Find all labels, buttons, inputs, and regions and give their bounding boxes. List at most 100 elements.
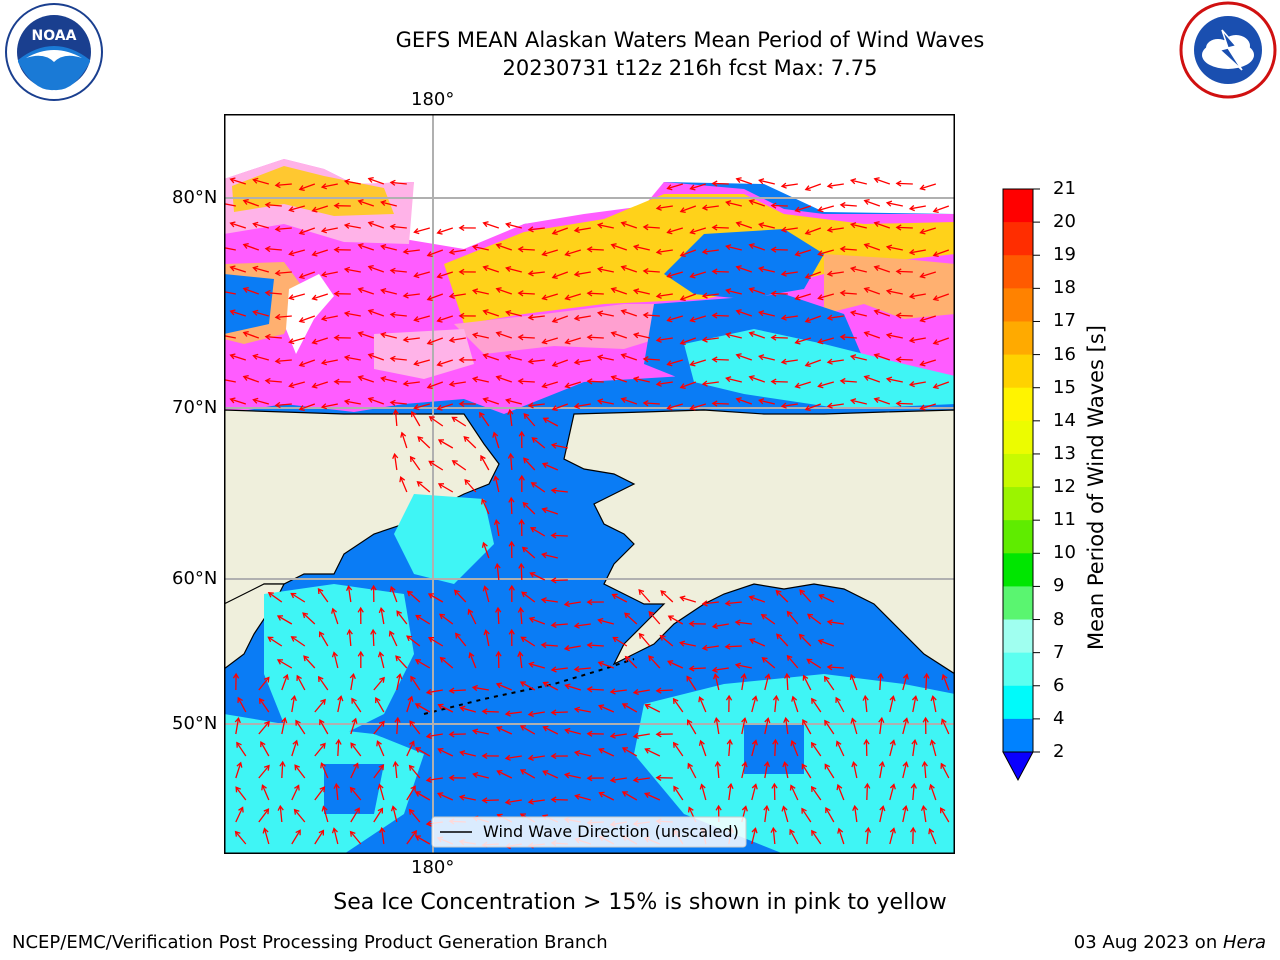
wave-arrow: [702, 249, 719, 253]
wave-arrow-head: [620, 353, 627, 359]
wave-arrow-head: [229, 353, 236, 360]
wave-arrow-head: [727, 782, 734, 789]
colorbar-segment: [1003, 288, 1033, 322]
wave-arrow: [289, 249, 305, 255]
wave-arrow-head: [294, 764, 300, 771]
footer-host: Hera: [1222, 932, 1266, 953]
wave-arrow-head: [811, 697, 817, 704]
wave-arrow-head: [711, 400, 718, 407]
wave-arrow: [509, 453, 513, 471]
wave-arrow: [587, 380, 604, 383]
colorbar-segment: [1003, 387, 1033, 422]
wave-arrow: [428, 593, 444, 603]
wave-arrow: [574, 708, 591, 713]
wave-arrow: [611, 288, 628, 295]
wave-arrow: [840, 292, 857, 295]
wave-arrow: [940, 807, 950, 823]
wave-arrow: [902, 762, 908, 779]
wave-arrow-head: [236, 741, 242, 748]
wave-arrow-head: [689, 272, 696, 279]
wave-arrow: [702, 337, 719, 341]
wave-arrow-head: [331, 607, 338, 614]
wave-arrow: [321, 359, 338, 364]
wave-arrow: [378, 784, 385, 801]
wave-arrow: [565, 337, 582, 344]
wave-arrow: [253, 179, 269, 185]
wave-arrow-head: [550, 577, 557, 584]
wave-arrow: [759, 399, 775, 405]
wave-arrow: [437, 792, 454, 801]
colorbar-tick-label: 12: [1053, 476, 1076, 498]
wave-arrow-head: [392, 452, 399, 459]
wave-arrow: [827, 227, 844, 231]
wave-arrow: [612, 594, 628, 603]
wave-arrow-head: [711, 623, 718, 630]
wave-arrow-head: [804, 361, 811, 368]
wave-arrow-head: [770, 246, 777, 253]
wave-arrow: [866, 783, 869, 801]
wave-arrow-head: [873, 265, 880, 272]
wave-arrow-head: [298, 273, 305, 280]
wave-arrow-head: [349, 786, 356, 793]
wave-arrow: [712, 667, 729, 672]
wave-arrow: [781, 271, 798, 275]
wave-arrow-head: [826, 314, 833, 321]
wave-arrow: [795, 381, 812, 388]
wave-arrow: [541, 598, 558, 603]
wave-arrow: [565, 773, 581, 779]
wave-arrow-head: [711, 666, 718, 673]
wave-arrow-head: [849, 354, 857, 361]
wave-arrow-head: [573, 750, 581, 757]
wave-arrow-head: [333, 246, 340, 253]
wave-arrow: [518, 380, 535, 383]
wave-arrow: [622, 703, 638, 713]
wave-arrow: [426, 777, 443, 782]
colorbar: [1002, 188, 1040, 782]
wave-arrow-head: [701, 644, 708, 651]
wave-arrow: [771, 292, 788, 295]
wave-arrow: [235, 762, 242, 779]
wave-arrow-head: [701, 292, 708, 299]
wave-arrow-head: [541, 250, 548, 257]
wave-arrow-head: [673, 785, 679, 792]
wave-arrow: [358, 200, 375, 207]
wave-arrow-head: [902, 673, 909, 680]
wave-arrow: [874, 310, 891, 317]
wave-arrow-head: [895, 400, 902, 407]
wave-arrow: [496, 376, 513, 383]
wave-arrow-head: [551, 361, 558, 368]
wave-arrow: [263, 828, 270, 845]
wave-arrow: [781, 359, 798, 363]
wave-arrow: [920, 183, 937, 190]
wave-arrow: [281, 718, 286, 735]
wave-arrow: [805, 227, 822, 235]
wave-arrow: [920, 227, 937, 234]
wave-arrow: [922, 806, 927, 823]
wave-arrow: [312, 205, 329, 212]
wave-arrow: [497, 607, 500, 625]
colorbar-segment: [1003, 321, 1033, 356]
wave-arrow-head: [655, 380, 662, 387]
wave-arrow: [827, 271, 844, 275]
wave-arrow: [314, 830, 324, 845]
wave-arrow-head: [242, 330, 249, 337]
wave-arrow: [483, 398, 500, 405]
wave-arrow: [667, 359, 684, 366]
wave-arrow-head: [481, 752, 488, 760]
wave-arrow-head: [351, 697, 357, 704]
wave-arrow-head: [541, 552, 548, 559]
wave-arrow-head: [394, 716, 401, 723]
wave-arrow: [368, 353, 385, 361]
wave-arrow: [879, 718, 883, 735]
wave-arrow-head: [642, 356, 649, 363]
wave-arrow-head: [264, 201, 271, 209]
wave-arrow: [396, 717, 399, 735]
wave-arrow: [358, 244, 375, 251]
wave-arrow: [281, 761, 284, 779]
wave-arrow-head: [701, 204, 708, 211]
wave-arrow: [902, 806, 907, 823]
wave-arrow: [295, 720, 306, 735]
wave-arrow-head: [541, 462, 549, 469]
wave-arrow: [505, 755, 522, 760]
wave-arrow: [811, 786, 822, 801]
